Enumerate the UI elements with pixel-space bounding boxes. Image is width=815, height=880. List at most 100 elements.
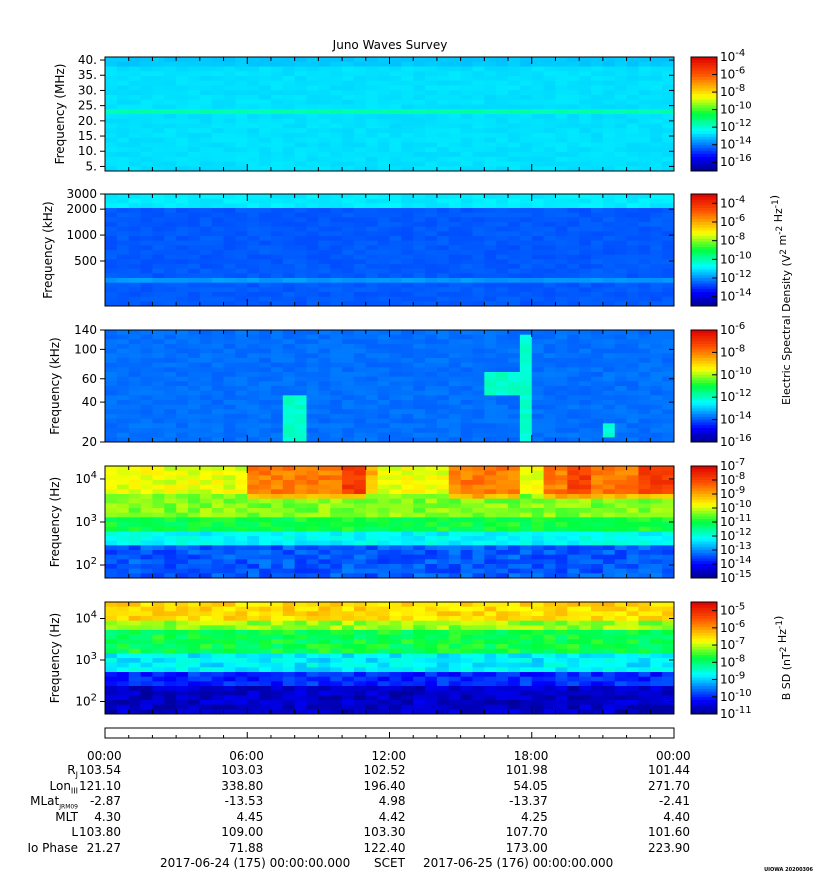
colorbar-swatch [691,644,717,648]
colorbar-swatch [691,71,717,75]
colorbar-swatch [691,527,717,531]
colorbar-swatch [691,686,717,690]
colorbar-swatch [691,341,717,345]
ephemeris-value: 121.10 [79,778,121,793]
colorbar-swatch [691,471,717,475]
colorbar-label-magnetic: B SD (nT2 Hz-1) [772,616,793,701]
ephemeris-value: -13.37 [509,794,548,808]
colorbar-swatch [691,62,717,66]
colorbar-swatch [691,655,717,659]
ephemeris-value: 4.45 [236,809,264,824]
colorbar-swatch [691,646,717,650]
colorbar-frame [690,329,718,443]
ephemeris-row-label: Io Phase [27,840,78,855]
colorbar-swatch [691,480,717,484]
ephemeris-value: 173.00 [505,840,548,855]
ytick-label: 104 [75,610,97,626]
ytick-label: 103 [75,513,97,529]
ytick-label: 102 [75,693,97,709]
colorbar: 10-710-810-910-1010-1110-1210-1310-1410-… [690,457,752,585]
ephemeris-value: 101.60 [648,825,690,839]
colorbar-swatch [691,569,717,573]
ytick-label: 1000 [66,228,97,242]
ylabel: Frequency (kHz) [48,337,62,434]
ephemeris-value: 4.40 [663,809,690,824]
colorbar-swatch [691,610,717,614]
colorbar-swatch [691,88,717,92]
ephemeris-value: 4.42 [378,809,406,824]
colorbar-swatch [691,156,717,160]
colorbar-swatch [691,468,717,472]
colorbar-swatch [691,627,717,631]
colorbar-swatch [691,338,717,342]
colorbar-tick-label: 10-14 [720,136,752,152]
colorbar-swatch [691,358,717,362]
colorbar-swatch [691,99,717,103]
ytick-label: 102 [75,556,97,572]
ytick-label: 35. [78,68,97,82]
colorbar-swatch [691,366,717,370]
colorbar-swatch [691,241,717,245]
colorbar-swatch [691,216,717,220]
ytick-label: 30. [78,83,97,97]
time-tick-label: 06:00 [229,749,264,763]
ephemeris-row-label: RJ [67,763,78,780]
colorbar-swatch [691,85,717,89]
colorbar-swatch [691,632,717,636]
colorbar-tick-label: 10-12 [720,388,752,404]
colorbar-swatch [691,286,717,290]
spectrogram-cells [105,57,675,715]
ephemeris-value: 4.30 [94,809,121,824]
colorbar-swatch [691,142,717,146]
colorbar-swatch [691,386,717,390]
colorbar-tick-label: 10-16 [720,433,752,449]
colorbar-swatch [691,272,717,276]
colorbar-swatch [691,278,717,282]
colorbar-swatch [691,397,717,401]
ytick-label: 25. [78,99,97,113]
colorbar-swatch [691,65,717,69]
colorbar-swatch [691,264,717,268]
colorbar-swatch [691,541,717,545]
colorbar-swatch [691,330,717,334]
colorbar-swatch [691,688,717,692]
colorbar-swatch [691,618,717,622]
axis-panel-lf-hz-e: 104 103 102 Frequency (Hz) 10-710-810-910-10… [48,457,752,585]
colorbar-swatch [691,372,717,376]
colorbar-swatch [691,635,717,639]
colorbar-swatch [691,416,717,420]
colorbar-swatch [691,711,717,715]
colorbar-swatch [691,255,717,259]
colorbar-swatch [691,283,717,287]
colorbar-tick-label: 10-4 [720,48,745,64]
spectrogram-panel-lf-hz-e [105,466,675,579]
chart-title: Juno Waves Survey [332,38,448,52]
colorbar-swatch [691,649,717,653]
ephemeris-value: 103.80 [79,825,121,839]
colorbar-tick-label: 10-10 [720,250,752,266]
ytick-label: 100 [74,342,97,356]
colorbar-label-electric: Electric Spectral Density (V2 m-2 Hz-1) [768,195,793,405]
colorbar-swatch [691,621,717,625]
colorbar-swatch [691,128,717,132]
colorbar-swatch [691,405,717,409]
colorbar-swatch [691,122,717,126]
colorbar-swatch [691,575,717,579]
colorbar-swatch [691,355,717,359]
colorbar-swatch [691,79,717,84]
colorbar-swatch [691,561,717,565]
colorbar-swatch [691,677,717,681]
ytick-label: 15. [78,129,97,143]
ytick-label: 40. [78,53,97,67]
colorbar-swatch [691,252,717,256]
colorbar-swatch [691,119,717,123]
colorbar-swatch [691,477,717,481]
colorbar-swatch [691,153,717,158]
colorbar-swatch [691,388,717,392]
colorbar-swatch [691,558,717,562]
colorbar-swatch [691,208,717,212]
colorbar-swatch [691,196,717,200]
colorbar-swatch [691,74,717,78]
